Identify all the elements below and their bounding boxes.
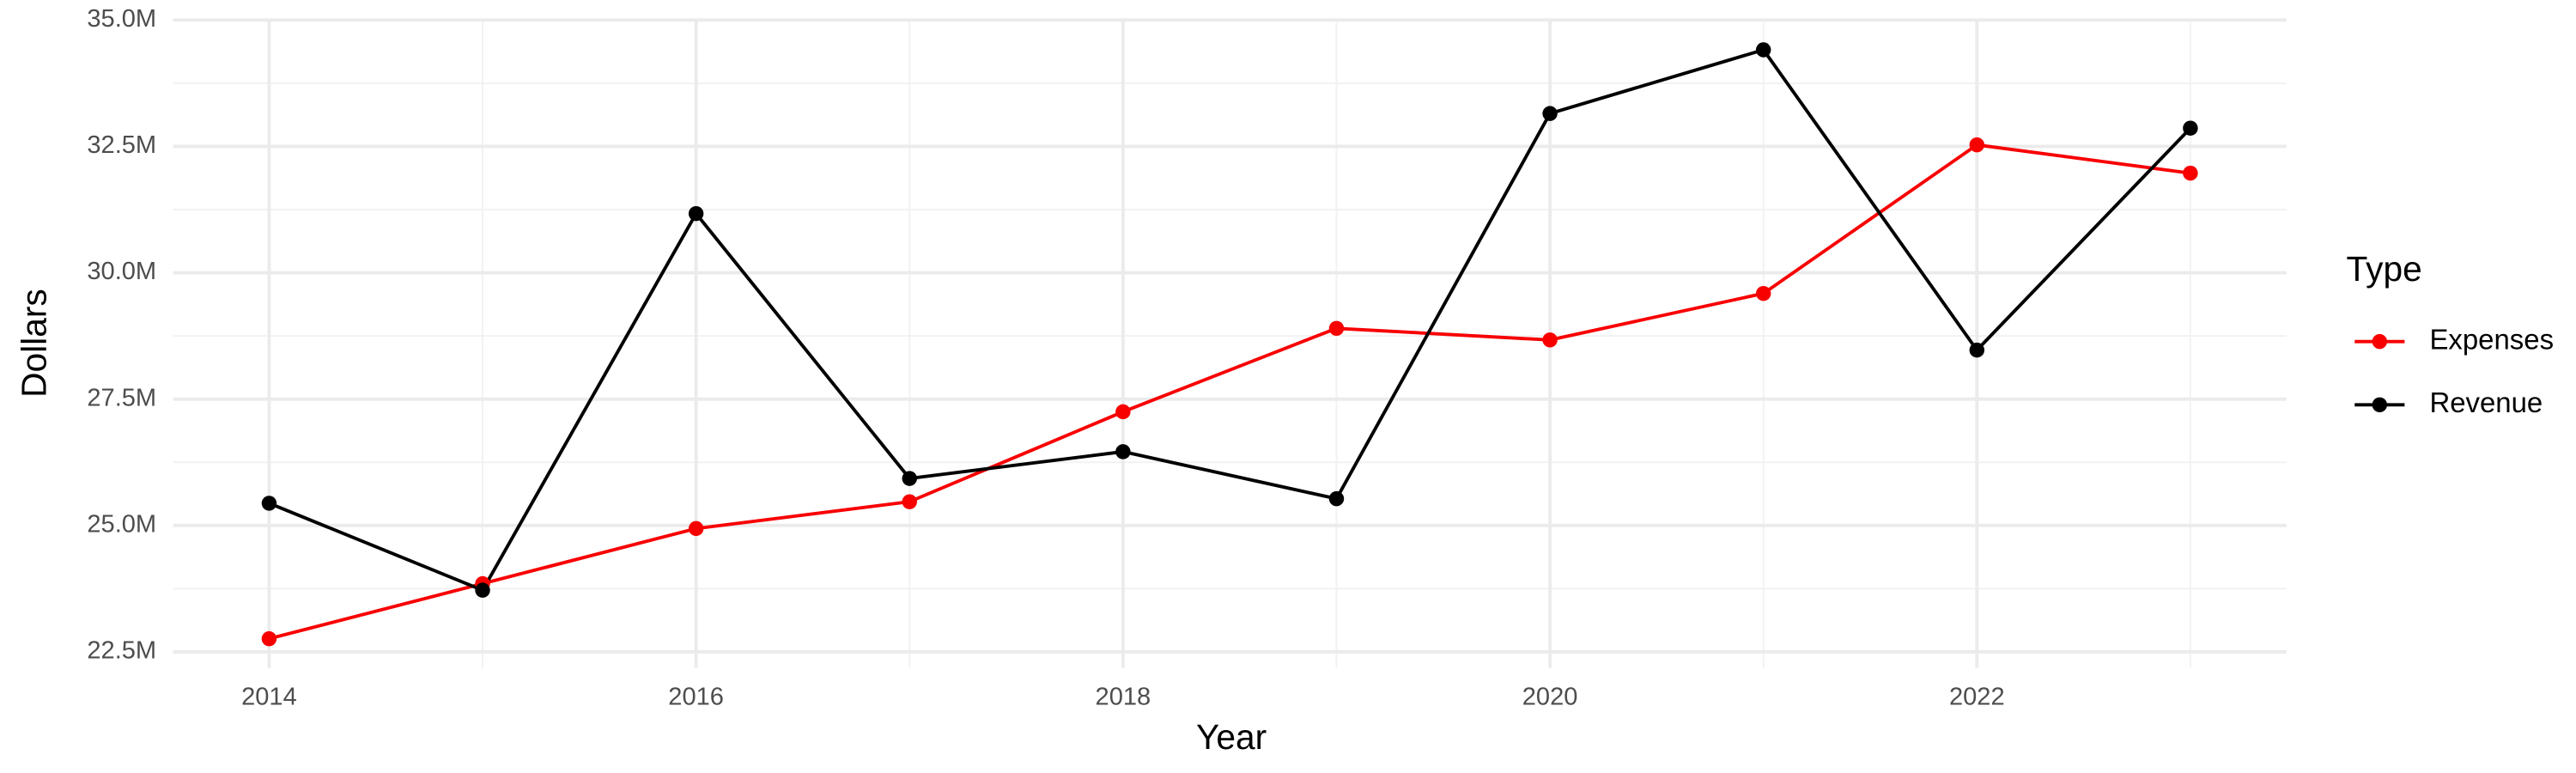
data-point [475, 582, 490, 598]
data-point [261, 496, 277, 511]
data-point [1328, 490, 1345, 507]
data-point [2183, 120, 2198, 136]
data-point [1115, 444, 1131, 460]
x-axis-title: Year [1196, 717, 1267, 757]
legend-point [2372, 333, 2388, 350]
y-tick-label: 25.0M [87, 511, 156, 539]
data-point [1542, 106, 1558, 121]
legend-text: Expenses [2429, 323, 2554, 355]
data-point [902, 494, 917, 509]
x-tick-label: 2018 [1096, 683, 1151, 710]
data-point [688, 205, 704, 222]
x-tick-label: 2020 [1522, 683, 1578, 710]
data-point [688, 520, 704, 537]
x-tick-label: 2016 [668, 683, 724, 710]
data-point [2183, 165, 2198, 181]
y-tick-label: 22.5M [87, 637, 156, 665]
y-tick-label: 30.0M [87, 258, 156, 285]
series-line [268, 47, 2192, 593]
data-point [261, 630, 277, 647]
y-tick-label: 32.5M [87, 131, 156, 159]
data-point [902, 471, 917, 486]
y-axis-title: Dollars [14, 289, 53, 398]
legend-text: Revenue [2429, 386, 2543, 418]
data-point [1969, 137, 1985, 153]
legend-title: Type [2347, 249, 2422, 289]
x-tick-label: 2014 [241, 683, 297, 710]
data-point [1755, 285, 1771, 301]
data-point [1542, 332, 1558, 348]
data-point [1755, 42, 1771, 58]
series-line [268, 143, 2191, 641]
x-tick-label: 2022 [1949, 683, 2005, 710]
data-point [1115, 404, 1131, 420]
data-point [1328, 320, 1345, 337]
y-tick-label: 27.5M [87, 384, 156, 411]
data-point [1969, 342, 1985, 358]
y-tick-label: 35.0M [87, 5, 156, 33]
legend-point [2372, 397, 2388, 413]
